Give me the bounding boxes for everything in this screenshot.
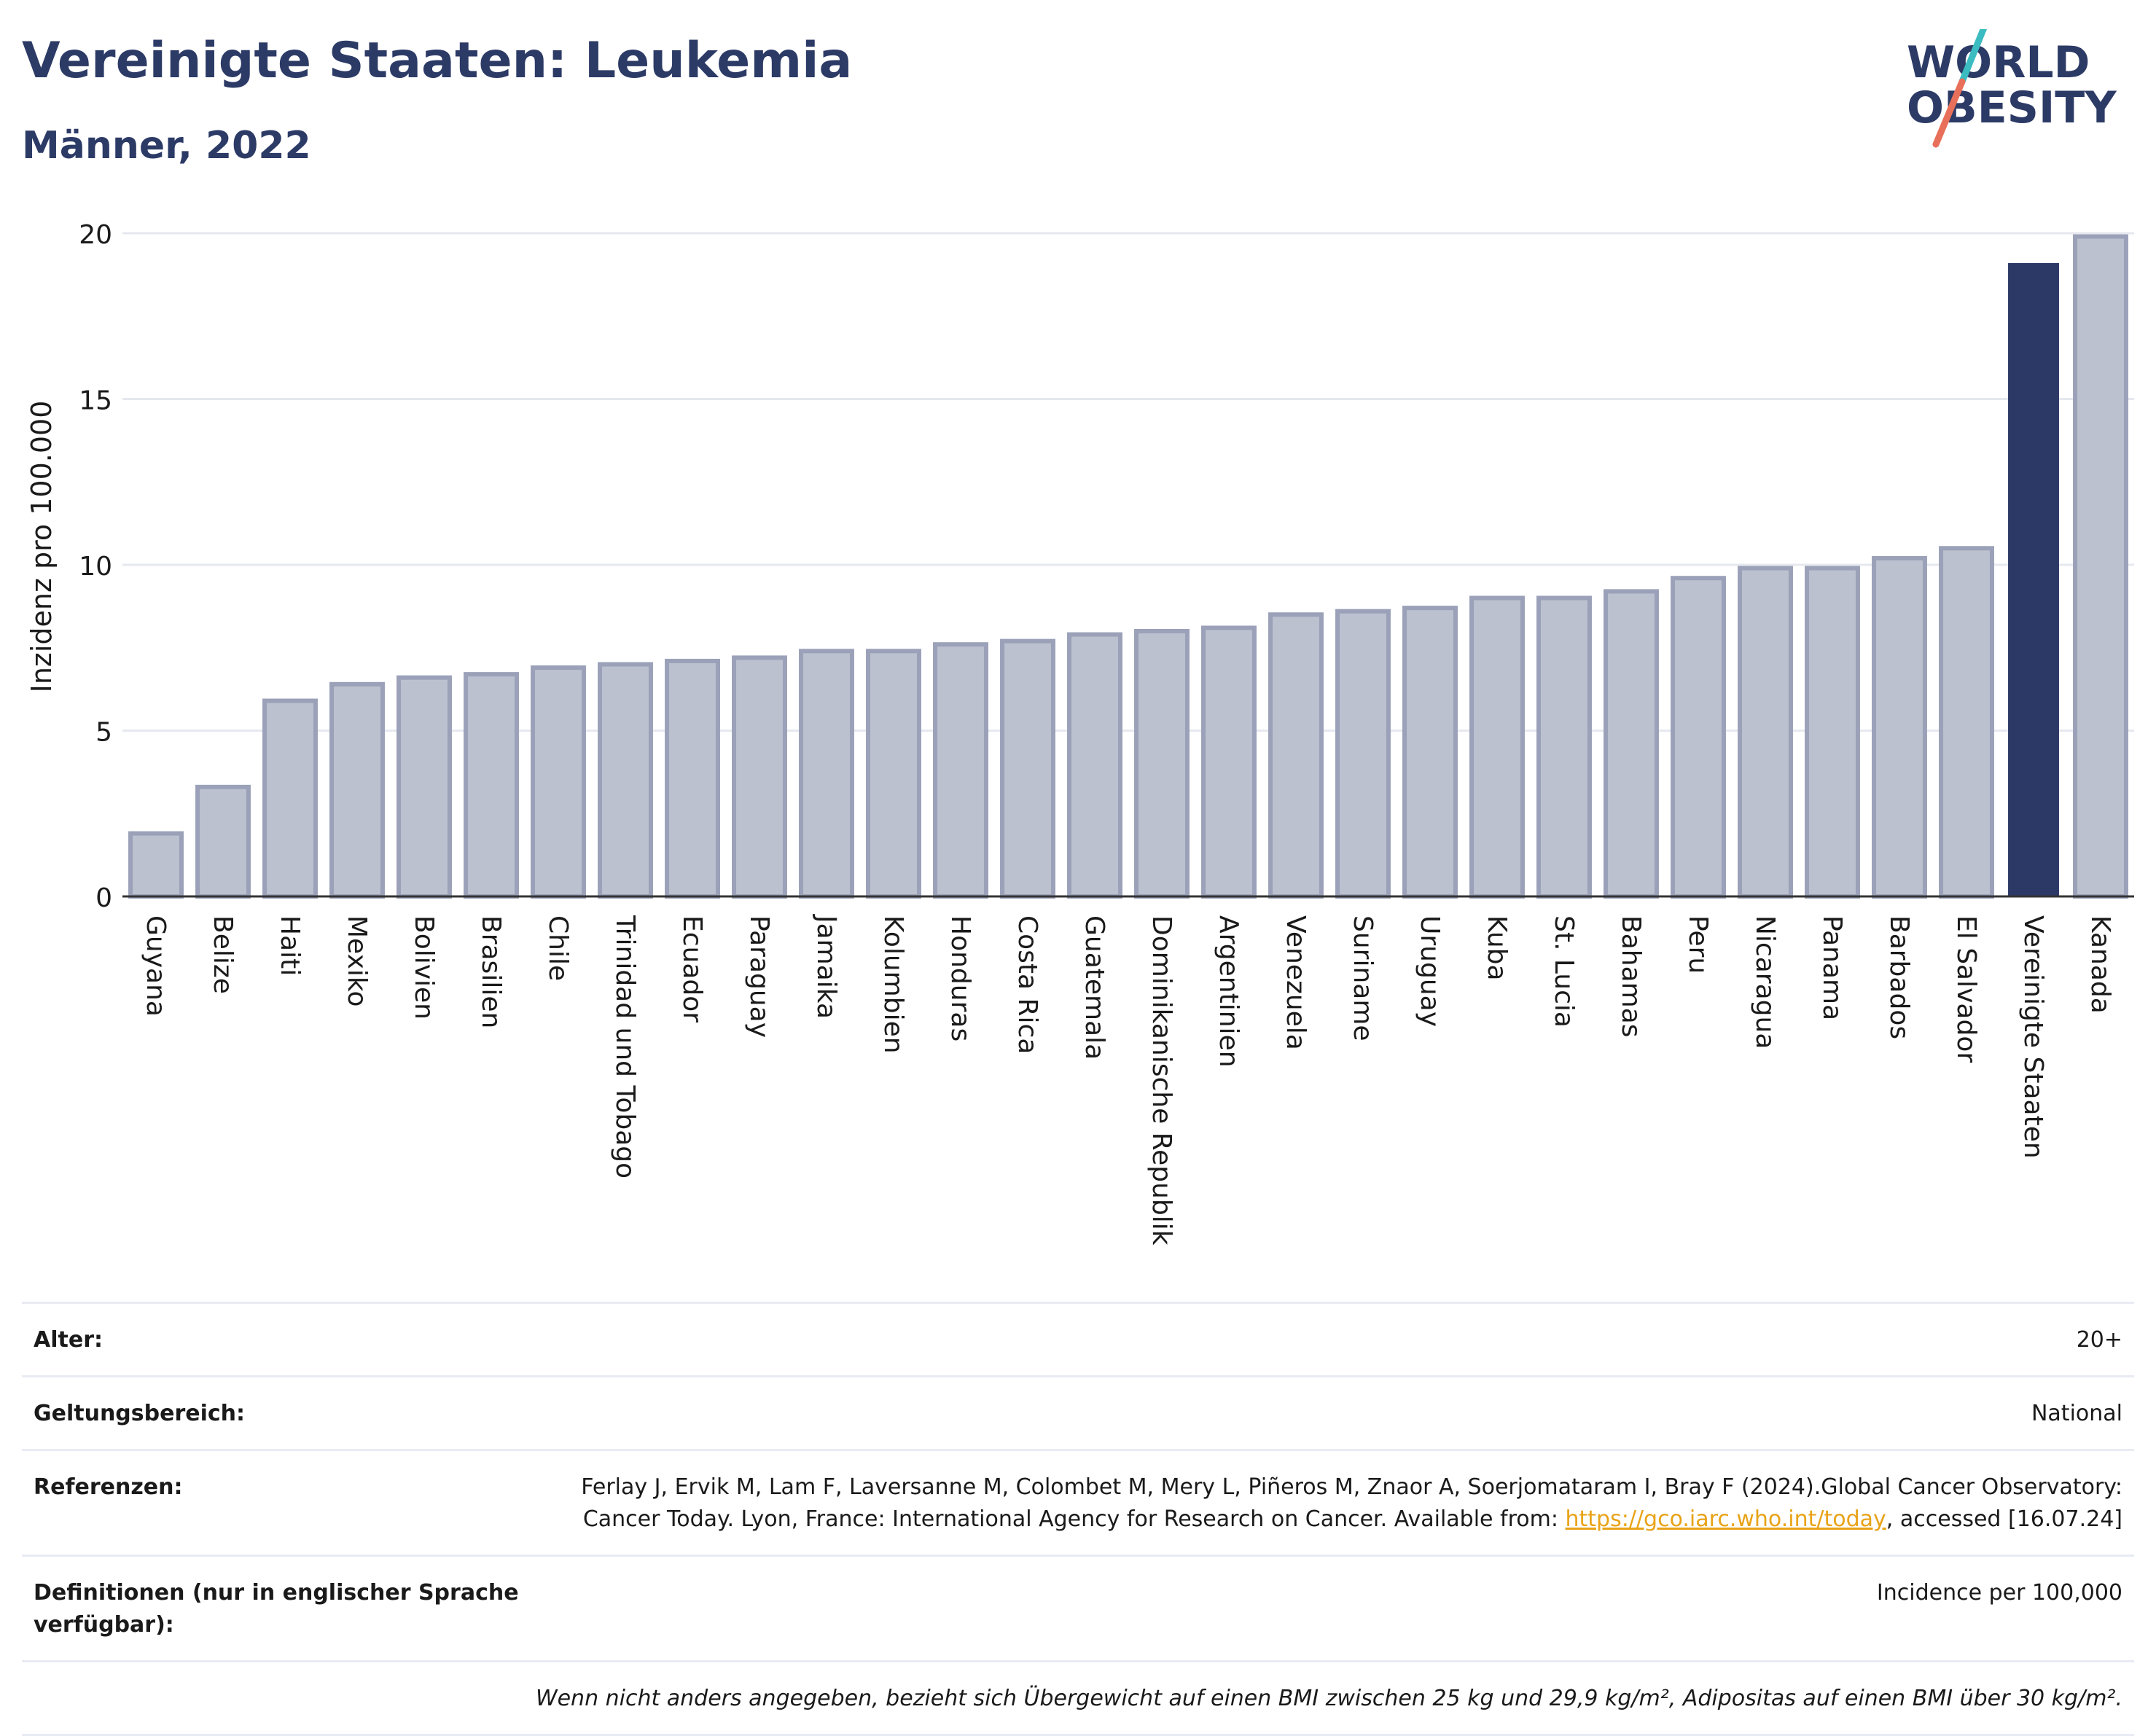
y-tick-label-0: 0 (95, 883, 112, 913)
references-link[interactable]: https://gco.iarc.who.int/today (1565, 1506, 1886, 1532)
bar-paraguay[interactable] (732, 655, 787, 899)
scope-value: National (2031, 1401, 2122, 1426)
bar-uruguay[interactable] (1402, 606, 1458, 899)
x-tick-label-panama: Panama (1817, 915, 1847, 1020)
y-axis-ticks: 0 5 10 15 20 (79, 220, 112, 913)
bar-el-salvador[interactable] (1939, 546, 1994, 899)
bar-guatemala[interactable] (1067, 632, 1122, 899)
bar-barbados[interactable] (1872, 555, 1927, 899)
logo-word-world: WORLD (1907, 37, 2090, 88)
x-tick-label-venezuela: Venezuela (1281, 915, 1311, 1050)
world-obesity-logo: WORLD OBESITY (1907, 29, 2117, 148)
x-tick-label-suriname: Suriname (1348, 915, 1378, 1041)
bar-venezuela[interactable] (1268, 612, 1324, 899)
x-tick-label-guyana: Guyana (141, 915, 171, 1017)
x-tick-label-honduras: Honduras (945, 915, 975, 1041)
definitions-value: Incidence per 100,000 (1876, 1580, 2122, 1606)
x-tick-label-dominikanische-republik: Dominikanische Republik (1147, 915, 1176, 1246)
y-tick-label-1: 5 (95, 718, 112, 748)
bars (128, 234, 2128, 899)
y-tick-label-3: 15 (79, 386, 112, 416)
y-tick-label-4: 20 (79, 220, 112, 250)
info-row-scope: Geltungsbereich: National (22, 1375, 2134, 1449)
age-label: Alter: (34, 1327, 103, 1353)
x-tick-label-guatemala: Guatemala (1079, 915, 1109, 1060)
bar-mexiko[interactable] (329, 681, 385, 899)
bar-vereinigte-staaten[interactable] (2008, 262, 2059, 896)
age-value: 20+ (2076, 1327, 2122, 1353)
x-tick-label-kuba: Kuba (1482, 915, 1512, 981)
x-tick-label-chile: Chile (543, 915, 573, 981)
bar-st-lucia[interactable] (1536, 595, 1592, 899)
bar-trinidad-und-tobago[interactable] (598, 662, 653, 899)
bar-suriname[interactable] (1335, 609, 1391, 899)
definitions-label: Definitionen (nur in englischer Sprache … (34, 1580, 519, 1638)
x-tick-label-barbados: Barbados (1884, 915, 1914, 1039)
x-tick-label-belize: Belize (208, 915, 238, 994)
x-axis-labels: Guyana Belize Haiti Mexiko Bolivien Brasilien… (141, 914, 2115, 1246)
info-row-references: Referenzen: Ferlay J, Ervik M, Lam F, La… (22, 1449, 2134, 1555)
bar-honduras[interactable] (933, 642, 988, 899)
bar-bolivien[interactable] (397, 675, 452, 899)
y-tick-label-2: 10 (79, 552, 112, 582)
bar-guyana[interactable] (128, 831, 184, 899)
x-tick-label-costa-rica: Costa Rica (1012, 915, 1042, 1054)
x-tick-label-kolumbien: Kolumbien (878, 915, 908, 1054)
x-tick-label-ecuador: Ecuador (677, 915, 707, 1023)
references-label: Referenzen: (34, 1474, 183, 1500)
bar-panama[interactable] (1805, 566, 1860, 899)
bar-brasilien[interactable] (464, 672, 519, 899)
x-tick-label-vereinigte-staaten: Vereinigte Staaten (2018, 915, 2048, 1159)
references-value: Ferlay J, Ervik M, Lam F, Laversanne M, … (573, 1471, 2122, 1536)
bar-chile[interactable] (531, 665, 586, 899)
x-tick-label-peru: Peru (1683, 915, 1713, 974)
x-tick-label-kanada: Kanada (2085, 915, 2115, 1014)
x-tick-label-jamaika: Jamaika (811, 914, 841, 1019)
chart-subtitle: Männer, 2022 (22, 124, 311, 168)
bar-costa-rica[interactable] (1000, 638, 1055, 899)
chart-title: Vereinigte Staaten: Leukemia (22, 32, 853, 90)
bar-dominikanische-republik[interactable] (1134, 629, 1190, 899)
logo-slash-teal (1958, 29, 1988, 85)
logo-word-obesity: OBESITY (1907, 82, 2117, 133)
bar-belize[interactable] (195, 784, 251, 899)
bar-ecuador[interactable] (665, 658, 720, 899)
x-tick-label-mexiko: Mexiko (342, 915, 372, 1006)
x-tick-label-argentinien: Argentinien (1214, 915, 1243, 1068)
info-row-note: Wenn nicht anders angegeben, bezieht sic… (22, 1660, 2134, 1736)
info-row-age: Alter: 20+ (22, 1302, 2134, 1375)
x-tick-label-brasilien: Brasilien (476, 915, 506, 1028)
bar-kanada[interactable] (2073, 234, 2128, 899)
bar-kuba[interactable] (1469, 595, 1525, 899)
x-tick-label-uruguay: Uruguay (1415, 915, 1445, 1027)
bar-kolumbien[interactable] (866, 649, 921, 899)
x-tick-label-paraguay: Paraguay (744, 915, 774, 1038)
x-tick-label-haiti: Haiti (275, 915, 305, 976)
x-tick-label-bahamas: Bahamas (1616, 915, 1646, 1038)
info-table: Alter: 20+ Geltungsbereich: National Ref… (22, 1302, 2134, 1736)
x-tick-label-nicaragua: Nicaragua (1750, 915, 1780, 1049)
x-tick-label-st-lucia: St. Lucia (1549, 915, 1579, 1028)
leukemia-bar-chart: 0 5 10 15 20 Inzidenz pro 100.000 Guyana Beli… (26, 220, 2134, 1246)
info-row-definitions: Definitionen (nur in englischer Sprache … (22, 1555, 2134, 1660)
bar-peru[interactable] (1671, 576, 1726, 899)
x-tick-label-trinidad-und-tobago: Trinidad und Tobago (610, 915, 640, 1178)
bar-bahamas[interactable] (1604, 589, 1659, 899)
bar-nicaragua[interactable] (1738, 566, 1793, 899)
x-tick-label-bolivien: Bolivien (409, 915, 439, 1020)
references-accessed: , accessed [16.07.24] (1886, 1506, 2122, 1532)
bar-argentinien[interactable] (1201, 625, 1257, 899)
references-text: Ferlay J, Ervik M, Lam F, Laversanne M, … (581, 1474, 2122, 1532)
bmi-note: Wenn nicht anders angegeben, bezieht sic… (535, 1686, 2122, 1711)
bar-haiti[interactable] (262, 698, 318, 899)
gridlines (122, 232, 2134, 732)
bar-jamaika[interactable] (799, 649, 854, 899)
logo-slash-coral (1932, 78, 1966, 148)
x-tick-label-el-salvador: El Salvador (1951, 915, 1981, 1063)
scope-label: Geltungsbereich: (34, 1401, 246, 1426)
y-axis-label: Inzidenz pro 100.000 (26, 401, 58, 693)
